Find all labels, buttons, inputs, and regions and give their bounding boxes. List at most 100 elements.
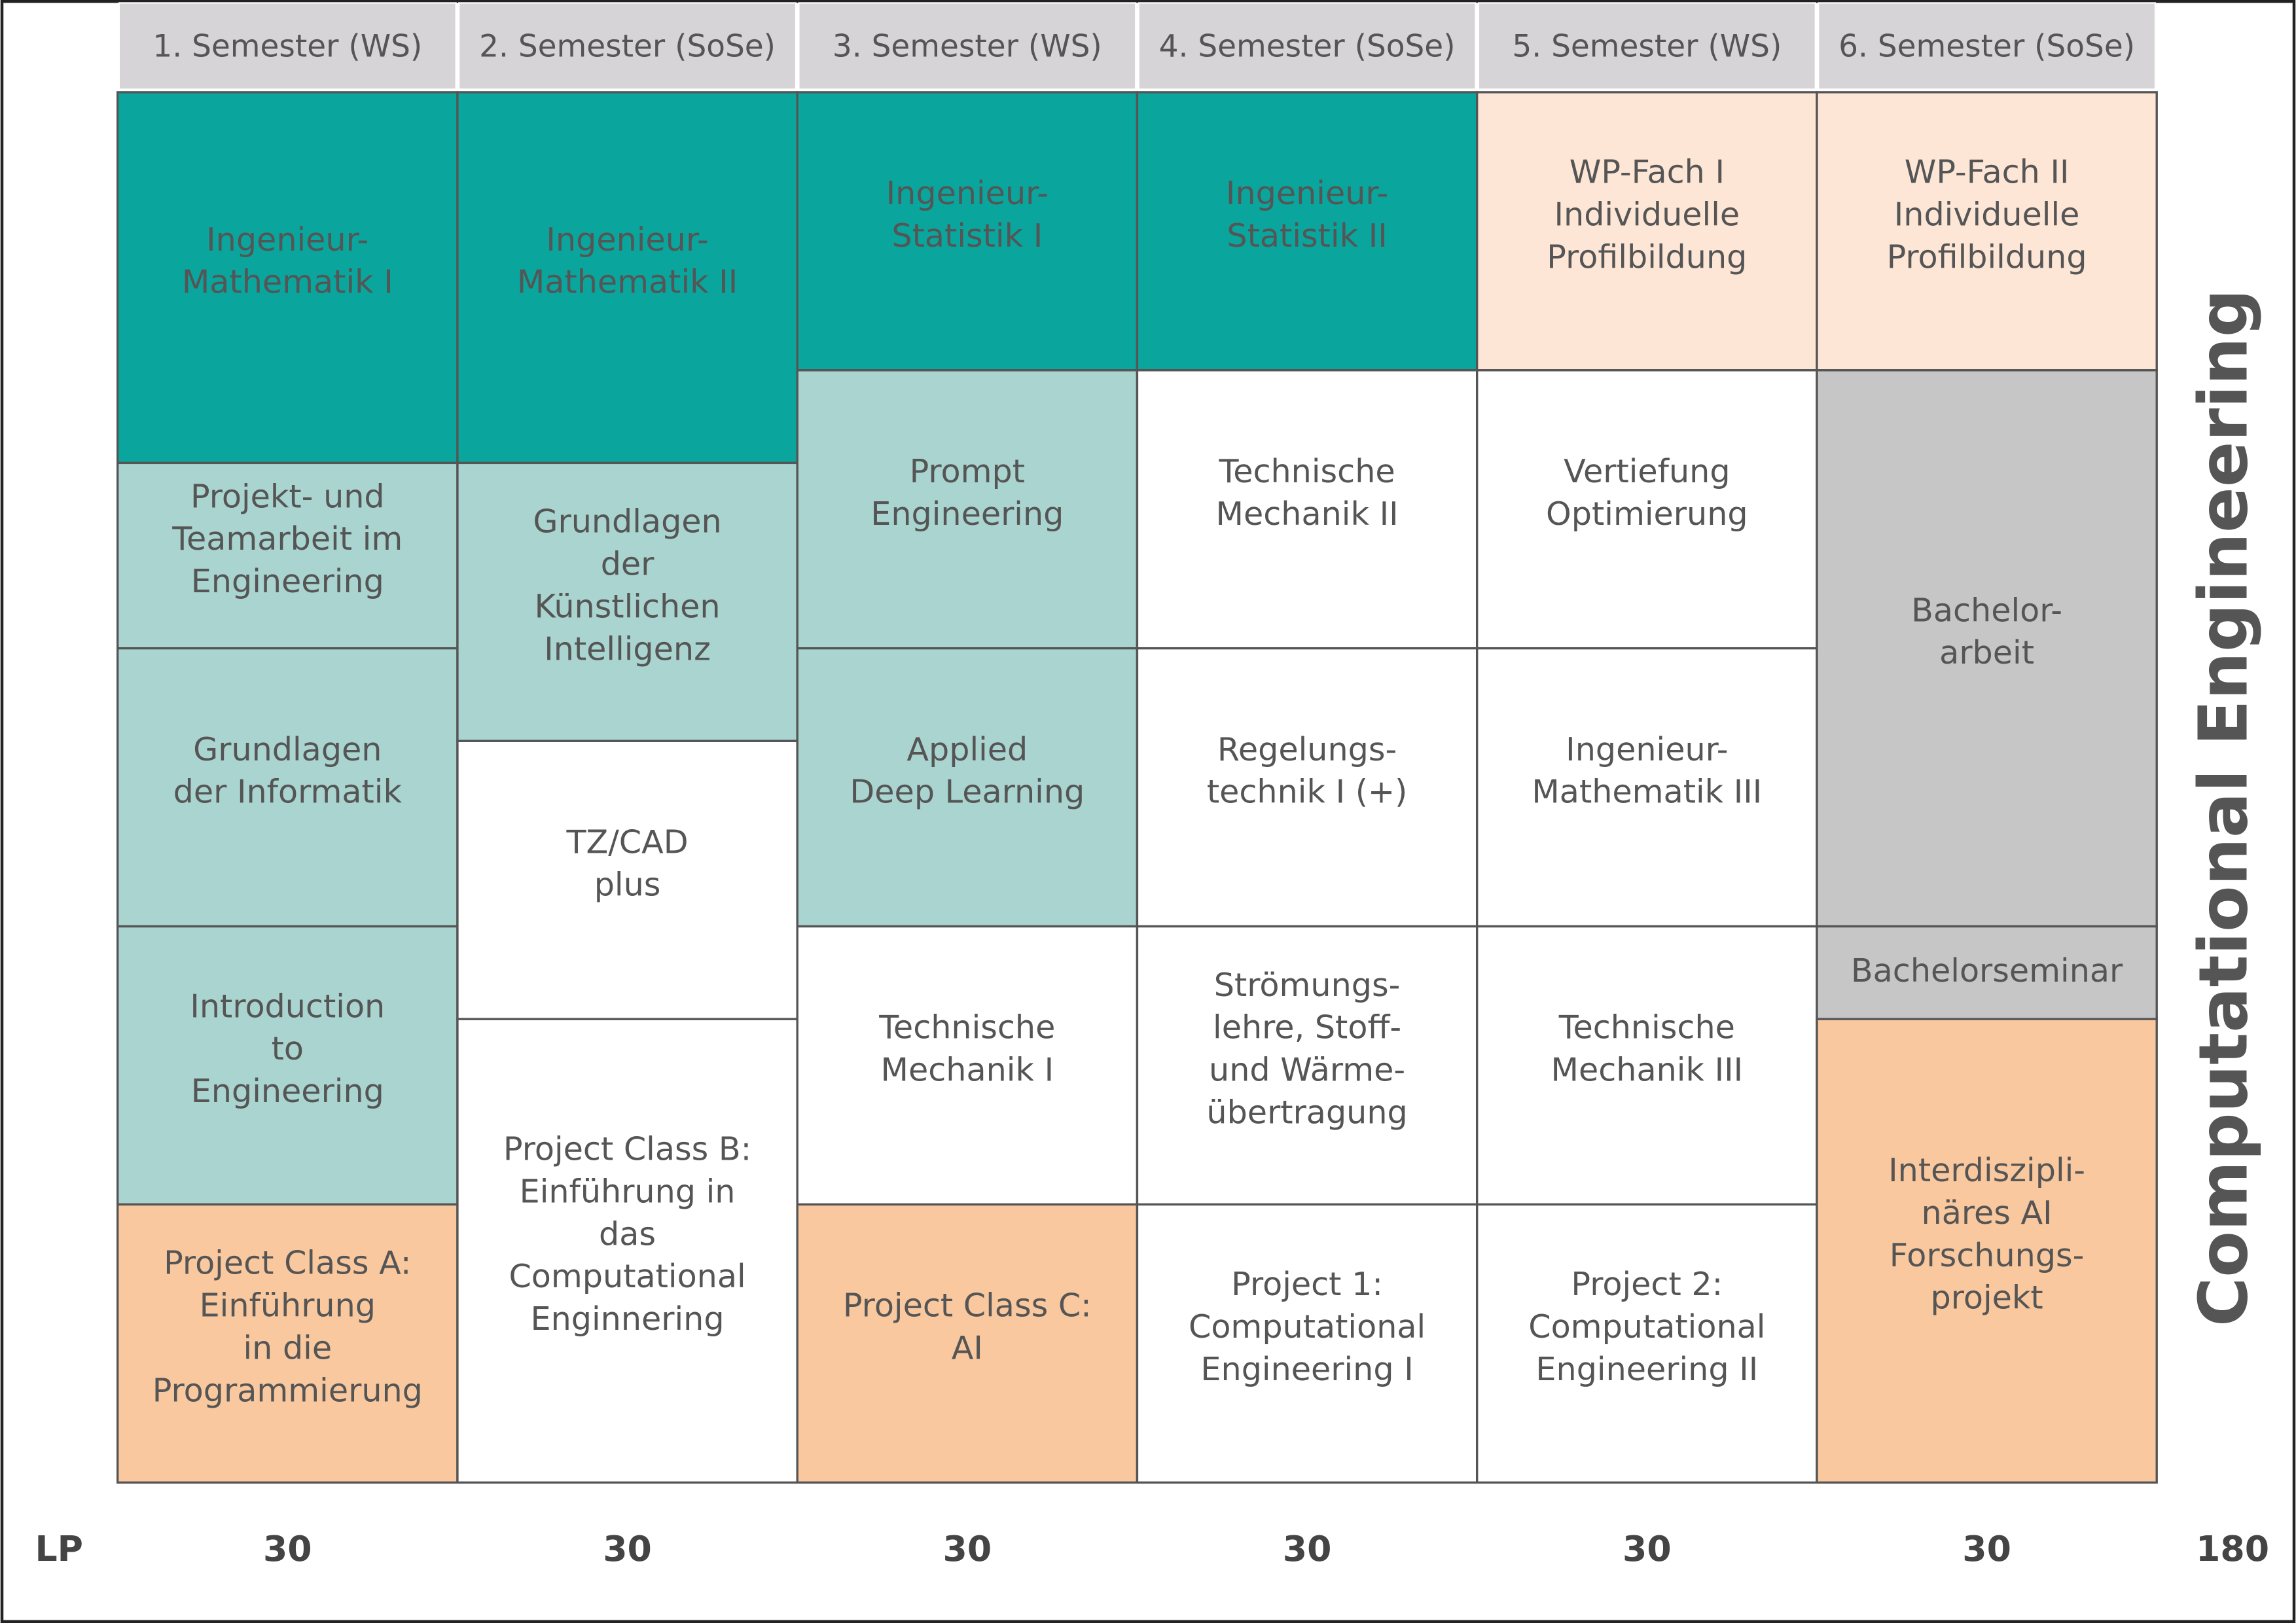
module-label: technik I (+) xyxy=(1207,773,1407,811)
module-label: Bachelor- xyxy=(1911,591,2062,629)
semester-title: 6. Semester (SoSe) xyxy=(1839,28,2135,64)
module-label: Einführung in xyxy=(520,1173,736,1211)
module-label: Project Class B: xyxy=(503,1130,751,1168)
module-label: Statistik II xyxy=(1227,217,1387,255)
semester-lp: 30 xyxy=(1962,1528,2011,1569)
module xyxy=(117,925,459,1206)
module xyxy=(117,647,459,928)
semester-header xyxy=(1138,2,1477,90)
module-label: Mathematik I xyxy=(182,263,393,301)
module xyxy=(796,647,1139,928)
module-label: Engineering xyxy=(870,495,1064,533)
module xyxy=(796,369,1139,650)
module-label: Ingenieur- xyxy=(546,221,708,259)
module-label: Engineering I xyxy=(1200,1350,1413,1388)
module xyxy=(117,1203,459,1484)
module xyxy=(1136,647,1479,928)
module-label: Ingenieur- xyxy=(886,174,1049,212)
module-label: Optimierung xyxy=(1546,495,1748,533)
module xyxy=(1816,369,2158,928)
module-label: Intelligenz xyxy=(544,630,711,668)
semester-header xyxy=(1818,2,2157,90)
module-label: WP-Fach II xyxy=(1905,153,2070,191)
semester-lp: 30 xyxy=(942,1528,992,1569)
module-label: Mathematik III xyxy=(1532,773,1762,811)
module xyxy=(796,925,1139,1206)
module-label: lehre, Stoff- xyxy=(1213,1008,1401,1046)
module-label: Individuelle xyxy=(1554,195,1740,233)
module-label: WP-Fach I xyxy=(1570,153,1725,191)
module-label: Profilbildung xyxy=(1887,238,2087,276)
semester-lp: 30 xyxy=(603,1528,652,1569)
module-label: Technische xyxy=(878,1008,1055,1046)
lp-total: 180 xyxy=(2196,1528,2269,1569)
module-label: Computational xyxy=(1189,1308,1426,1346)
module xyxy=(117,461,459,650)
semester-header xyxy=(458,2,797,90)
module-label: Individuelle xyxy=(1894,195,2080,233)
module-label: Forschungs- xyxy=(1890,1236,2085,1274)
module xyxy=(1816,1018,2158,1484)
module xyxy=(796,1203,1139,1484)
module-label: Programmierung xyxy=(152,1371,423,1409)
module xyxy=(456,461,798,742)
module-label: übertragung xyxy=(1206,1093,1407,1131)
module-label: to xyxy=(272,1029,304,1067)
module-label: Teamarbeit im xyxy=(171,520,403,558)
module xyxy=(1476,925,1818,1206)
semester-lp: 30 xyxy=(1283,1528,1332,1569)
module-label: Mechanik II xyxy=(1216,495,1399,533)
module-label: Bachelorseminar xyxy=(1851,952,2123,990)
module-label: der Informatik xyxy=(173,773,403,811)
module-label: Vertiefung xyxy=(1564,452,1730,490)
module-label: näres AI xyxy=(1922,1194,2053,1232)
semester-lp: 30 xyxy=(263,1528,312,1569)
module xyxy=(1476,647,1818,928)
module-label: Technische xyxy=(1558,1008,1735,1046)
module-label: Computational xyxy=(1528,1308,1765,1346)
module xyxy=(1476,369,1818,650)
module xyxy=(456,1018,798,1484)
semester-title: 1. Semester (WS) xyxy=(152,28,422,64)
module-label: Profilbildung xyxy=(1547,238,1747,276)
semester-lp: 30 xyxy=(1623,1528,1672,1569)
module-label: Technische xyxy=(1219,452,1395,490)
module-label: Mechanik III xyxy=(1551,1051,1744,1089)
module-label: Project Class A: xyxy=(164,1244,411,1282)
lp-label: LP xyxy=(35,1528,83,1569)
semester-title: 4. Semester (SoSe) xyxy=(1159,28,1456,64)
module-label: Introduction xyxy=(190,987,385,1025)
module-label: TZ/CAD xyxy=(565,823,688,861)
module-label: und Wärme- xyxy=(1209,1051,1405,1089)
module-label: arbeit xyxy=(1939,633,2034,671)
module-label: Ingenieur- xyxy=(206,221,368,259)
module-label: Enginnering xyxy=(531,1300,725,1338)
module xyxy=(117,91,459,465)
module-label: Engineering xyxy=(191,1072,384,1110)
module-label: Interdiszipli- xyxy=(1888,1151,2085,1189)
module-label: Statistik I xyxy=(891,217,1043,255)
module-label: Ingenieur- xyxy=(1566,730,1728,768)
module-label: Engineering II xyxy=(1535,1350,1758,1388)
module-label: Engineering xyxy=(191,562,384,600)
module-label: Regelungs- xyxy=(1217,730,1397,768)
module-label: Project Class C: xyxy=(843,1287,1092,1325)
semester-header xyxy=(118,2,457,90)
module-label: Computational xyxy=(509,1257,745,1295)
module-label: Strömungs- xyxy=(1214,966,1401,1004)
module-label: Ingenieur- xyxy=(1226,174,1388,212)
module-label: Mechanik I xyxy=(881,1051,1054,1089)
module-label: Deep Learning xyxy=(850,773,1085,811)
module-label: Applied xyxy=(906,730,1028,768)
module-label: AI xyxy=(952,1329,983,1366)
semester-header xyxy=(1477,2,1816,90)
module-label: Project 1: xyxy=(1231,1265,1383,1303)
semester-title: 5. Semester (WS) xyxy=(1512,28,1782,64)
semester-title: 3. Semester (WS) xyxy=(833,28,1102,64)
side-title: Computational Engineering xyxy=(2185,289,2263,1327)
module xyxy=(796,91,1139,372)
module-label: Project 2: xyxy=(1571,1265,1723,1303)
module-label: Grundlagen xyxy=(193,730,382,768)
module-label: projekt xyxy=(1931,1279,2043,1317)
